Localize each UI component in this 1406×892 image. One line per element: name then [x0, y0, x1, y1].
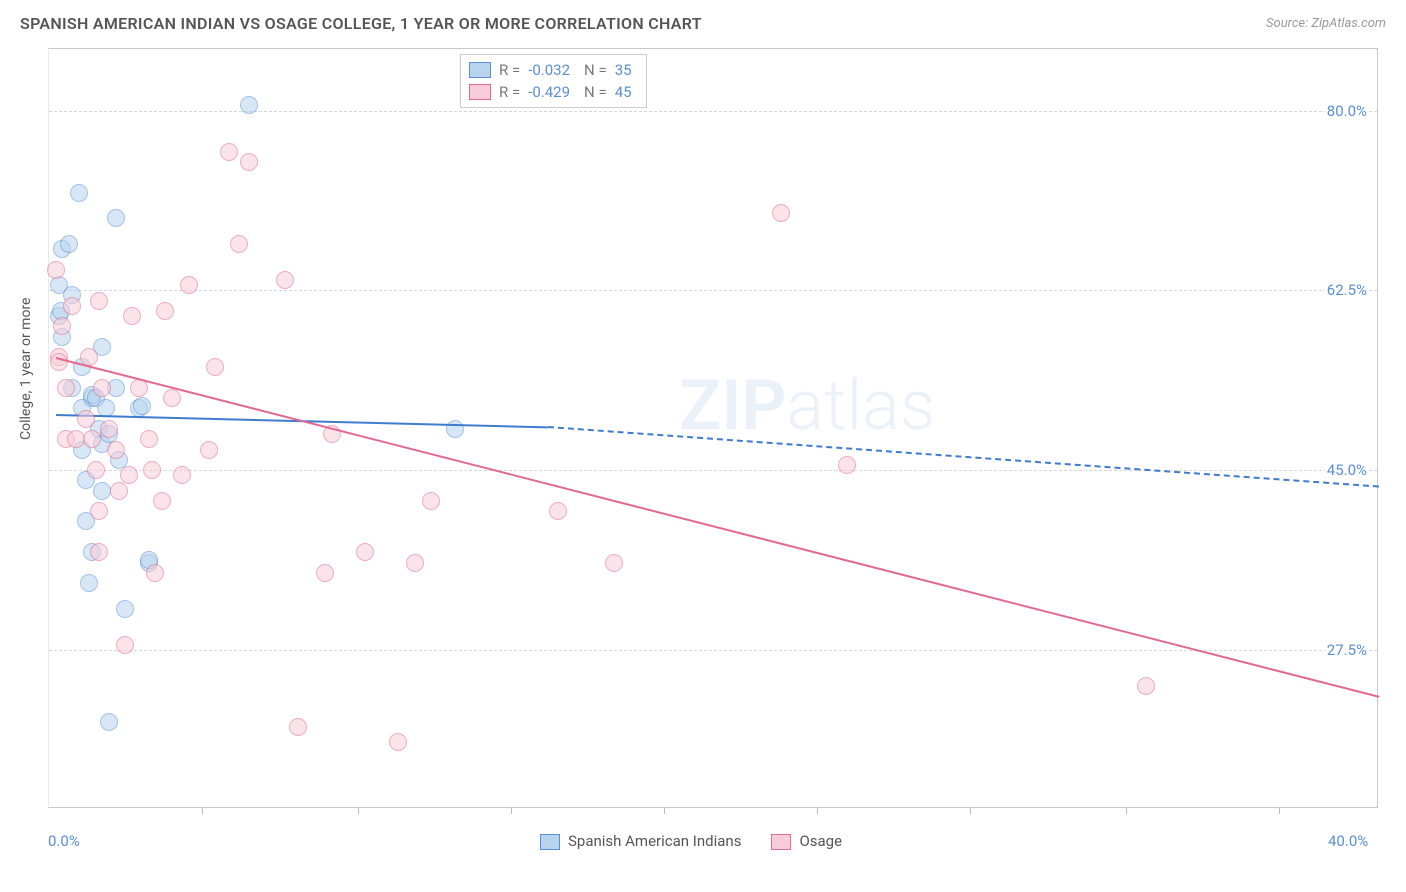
data-point [156, 302, 174, 320]
stat-r-label: R = [499, 83, 520, 101]
data-point [123, 307, 141, 325]
trend-line [548, 426, 1379, 488]
data-point [406, 554, 424, 572]
data-point [60, 235, 78, 253]
y-axis-label: College, 1 year or more [18, 298, 34, 440]
data-point [180, 276, 198, 294]
data-point [838, 456, 856, 474]
y-tick-label: 45.0% [1325, 461, 1369, 479]
data-point [67, 430, 85, 448]
data-point [90, 292, 108, 310]
data-point [146, 564, 164, 582]
x-tick [511, 807, 512, 814]
data-point [57, 379, 75, 397]
legend-item: Spanish American Indians [540, 832, 741, 850]
data-point [240, 96, 258, 114]
data-point [230, 235, 248, 253]
watermark: ZIPatlas [679, 365, 935, 447]
legend-swatch [771, 834, 791, 850]
data-point [90, 543, 108, 561]
data-point [140, 430, 158, 448]
data-point [163, 389, 181, 407]
data-point [50, 353, 68, 371]
data-point [389, 733, 407, 751]
data-point [70, 184, 88, 202]
data-point [1137, 677, 1155, 695]
data-point [316, 564, 334, 582]
stat-n-value: 35 [615, 61, 632, 79]
legend-label: Osage [799, 832, 842, 850]
x-tick [1126, 807, 1127, 814]
correlation-stats-box: R = -0.032 N = 35 R = -0.429 N = 45 [460, 54, 647, 108]
stat-n-value: 45 [615, 83, 632, 101]
data-point [422, 492, 440, 510]
trend-line [55, 357, 1379, 698]
stat-r-value: -0.032 [528, 61, 570, 79]
legend-swatch [469, 84, 491, 100]
data-point [93, 482, 111, 500]
data-point [240, 153, 258, 171]
legend-item: Osage [771, 832, 842, 850]
data-point [143, 461, 161, 479]
data-point [53, 317, 71, 335]
data-point [93, 379, 111, 397]
stat-r-label: R = [499, 61, 520, 79]
data-point [133, 397, 151, 415]
stat-row: R = -0.429 N = 45 [469, 81, 638, 103]
data-point [220, 143, 238, 161]
x-tick [664, 807, 665, 814]
data-point [173, 466, 191, 484]
data-point [80, 574, 98, 592]
plot-area: ZIPatlas 80.0% 62.5% 45.0% 27.5% [48, 48, 1378, 808]
data-point [153, 492, 171, 510]
x-tick [817, 807, 818, 814]
x-tick [970, 807, 971, 814]
stat-row: R = -0.032 N = 35 [469, 59, 638, 81]
data-point [107, 441, 125, 459]
legend-swatch [469, 62, 491, 78]
data-point [63, 297, 81, 315]
data-point [90, 502, 108, 520]
data-point [107, 209, 125, 227]
data-point [200, 441, 218, 459]
stat-r-value: -0.429 [528, 83, 570, 101]
y-tick-label: 62.5% [1325, 281, 1369, 299]
data-point [206, 358, 224, 376]
y-tick-label: 80.0% [1325, 102, 1369, 120]
source-attribution: Source: ZipAtlas.com [1266, 16, 1386, 31]
stat-n-label: N = [584, 83, 607, 101]
data-point [276, 271, 294, 289]
legend-swatch [540, 834, 560, 850]
data-point [83, 430, 101, 448]
data-point [87, 461, 105, 479]
gridline: 27.5% [49, 650, 1377, 651]
data-point [289, 718, 307, 736]
chart-header: SPANISH AMERICAN INDIAN VS OSAGE COLLEGE… [0, 0, 1406, 39]
data-point [605, 554, 623, 572]
data-point [356, 543, 374, 561]
series-legend: Spanish American Indians Osage [540, 832, 842, 850]
gridline: 62.5% [49, 290, 1377, 291]
data-point [110, 482, 128, 500]
data-point [549, 502, 567, 520]
x-tick [202, 807, 203, 814]
data-point [116, 636, 134, 654]
x-axis-max-label: 40.0% [1328, 832, 1368, 850]
y-tick-label: 27.5% [1325, 641, 1369, 659]
data-point [77, 410, 95, 428]
data-point [116, 600, 134, 618]
legend-label: Spanish American Indians [568, 832, 741, 850]
data-point [47, 261, 65, 279]
x-axis-min-label: 0.0% [48, 832, 80, 850]
chart-title: SPANISH AMERICAN INDIAN VS OSAGE COLLEGE… [20, 14, 702, 33]
x-tick [1279, 807, 1280, 814]
data-point [446, 420, 464, 438]
data-point [772, 204, 790, 222]
data-point [100, 420, 118, 438]
stat-n-label: N = [584, 61, 607, 79]
data-point [120, 466, 138, 484]
x-tick [358, 807, 359, 814]
data-point [100, 713, 118, 731]
